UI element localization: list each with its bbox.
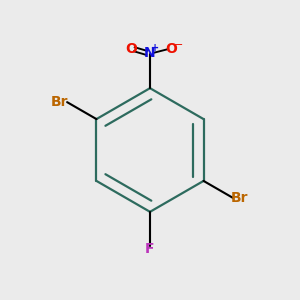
Text: F: F: [145, 242, 155, 256]
Text: Br: Br: [231, 191, 248, 205]
Text: O: O: [166, 42, 177, 56]
Text: N: N: [144, 46, 156, 60]
Text: Br: Br: [51, 95, 68, 109]
Text: −: −: [174, 40, 184, 50]
Text: +: +: [151, 43, 159, 52]
Text: O: O: [125, 42, 137, 56]
